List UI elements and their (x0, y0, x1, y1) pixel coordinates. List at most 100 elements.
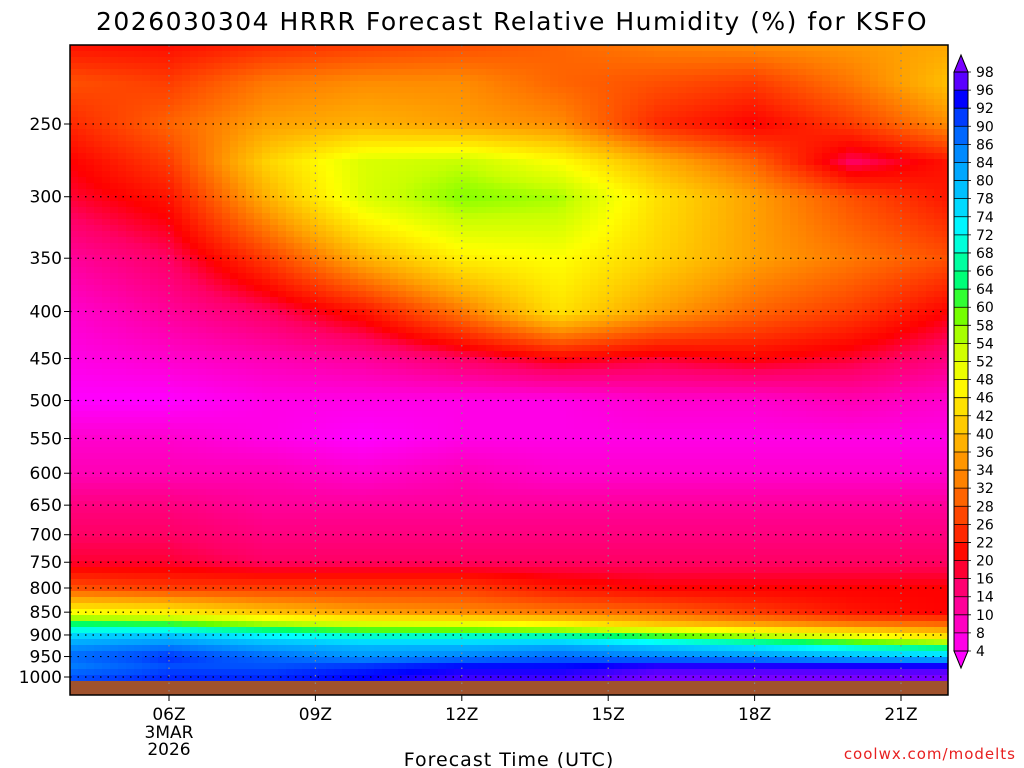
heatmap-cell (102, 279, 111, 286)
heatmap-cell (70, 75, 79, 82)
heatmap-cell (366, 75, 375, 82)
heatmap-cell (494, 105, 503, 112)
heatmap-cell (694, 243, 703, 250)
heatmap-cell (102, 249, 111, 256)
heatmap-cell (86, 225, 95, 232)
heatmap-cell (678, 75, 687, 82)
heatmap-cell (166, 69, 175, 76)
heatmap-cell (286, 309, 295, 316)
heatmap-cell (750, 213, 759, 220)
heatmap-cell (462, 177, 471, 184)
heatmap-cell (174, 171, 183, 178)
heatmap-cell (94, 177, 103, 184)
heatmap-cell (454, 273, 463, 280)
heatmap-cell (830, 255, 839, 262)
heatmap-cell (694, 285, 703, 292)
heatmap-cell (710, 183, 719, 190)
heatmap-cell (718, 189, 727, 196)
heatmap-cell (198, 129, 207, 136)
heatmap-cell (334, 87, 343, 94)
heatmap-cell (870, 219, 879, 226)
heatmap-cell (862, 279, 871, 286)
heatmap-cell (686, 75, 695, 82)
heatmap-cell (878, 279, 887, 286)
heatmap-cell (878, 291, 887, 298)
heatmap-cell (462, 69, 471, 76)
heatmap-cell (614, 249, 623, 256)
heatmap-cell (918, 69, 927, 76)
heatmap-cell (558, 165, 567, 172)
heatmap-cell (302, 171, 311, 178)
heatmap-cell (702, 171, 711, 178)
heatmap-cell (902, 165, 911, 172)
heatmap-cell (294, 255, 303, 262)
heatmap-cell (862, 147, 871, 154)
heatmap-cell (758, 225, 767, 232)
heatmap-cell (102, 309, 111, 316)
heatmap-cell (838, 189, 847, 196)
heatmap-cell (318, 261, 327, 268)
heatmap-cell (230, 63, 239, 70)
heatmap-cell (854, 213, 863, 220)
heatmap-cell (206, 303, 215, 310)
heatmap-cell (926, 207, 935, 214)
heatmap-cell (550, 57, 559, 64)
heatmap-cell (806, 123, 815, 130)
heatmap-cell (790, 69, 799, 76)
heatmap-cell (558, 303, 567, 310)
heatmap-cell (230, 165, 239, 172)
heatmap-cell (398, 243, 407, 250)
heatmap-cell (342, 153, 351, 160)
heatmap-cell (326, 261, 335, 268)
heatmap-cell (86, 45, 95, 52)
heatmap-cell (142, 57, 151, 64)
heatmap-cell (358, 219, 367, 226)
heatmap-cell (430, 273, 439, 280)
heatmap-cell (822, 189, 831, 196)
heatmap-cell (670, 255, 679, 262)
heatmap-cell (358, 99, 367, 106)
heatmap-cell (118, 147, 127, 154)
heatmap-cell (694, 147, 703, 154)
heatmap-cell (718, 171, 727, 178)
heatmap-cell (438, 189, 447, 196)
heatmap-cell (686, 261, 695, 268)
heatmap-cell (78, 99, 87, 106)
heatmap-cell (678, 87, 687, 94)
heatmap-cell (766, 117, 775, 124)
heatmap-cell (206, 273, 215, 280)
heatmap-cell (150, 159, 159, 166)
heatmap-cell (430, 123, 439, 130)
heatmap-cell (430, 129, 439, 136)
heatmap-cell (366, 201, 375, 208)
heatmap-cell (246, 177, 255, 184)
heatmap-cell (126, 123, 135, 130)
heatmap-cell (774, 189, 783, 196)
heatmap-cell (126, 219, 135, 226)
heatmap-cell (646, 159, 655, 166)
heatmap-cell (110, 297, 119, 304)
heatmap-cell (646, 285, 655, 292)
heatmap-cell (894, 261, 903, 268)
heatmap-cell (358, 249, 367, 256)
heatmap-cell (822, 87, 831, 94)
heatmap-cell (438, 279, 447, 286)
heatmap-cell (566, 261, 575, 268)
heatmap-cell (862, 219, 871, 226)
heatmap-cell (78, 189, 87, 196)
heatmap-cell (750, 123, 759, 130)
heatmap-cell (398, 81, 407, 88)
heatmap-cell (310, 93, 319, 100)
heatmap-cell (638, 231, 647, 238)
heatmap-cell (798, 225, 807, 232)
heatmap-cell (222, 87, 231, 94)
heatmap-cell (726, 171, 735, 178)
heatmap-cell (534, 51, 543, 58)
heatmap-cell (486, 273, 495, 280)
heatmap-cell (878, 57, 887, 64)
heatmap-cell (526, 147, 535, 154)
heatmap-cell (470, 147, 479, 154)
heatmap-cell (422, 93, 431, 100)
heatmap-cell (694, 291, 703, 298)
heatmap-cell (726, 279, 735, 286)
